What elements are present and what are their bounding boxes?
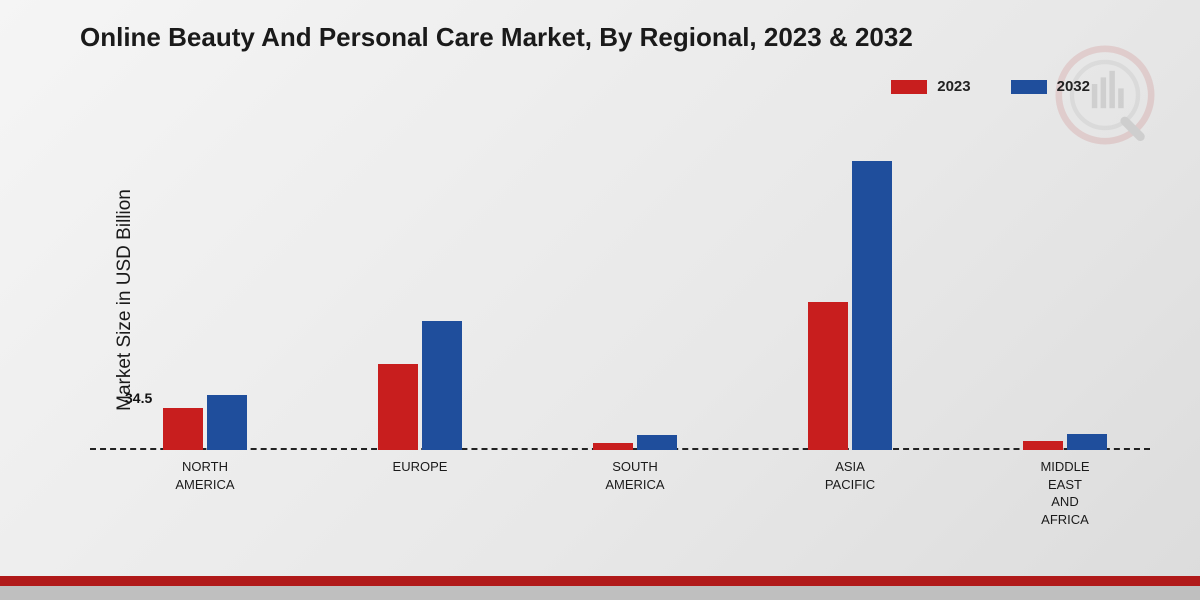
x-axis-label: ASIA PACIFIC — [790, 458, 910, 493]
bar-group — [1005, 130, 1125, 450]
legend-label-2032: 2032 — [1057, 78, 1090, 95]
x-axis-label: MIDDLE EAST AND AFRICA — [1005, 458, 1125, 528]
bar-2032 — [422, 321, 462, 450]
bar-2032 — [1067, 434, 1107, 450]
bar-group — [575, 130, 695, 450]
bar-2023 — [1023, 441, 1063, 450]
x-axis-label: SOUTH AMERICA — [575, 458, 695, 493]
x-axis-label: NORTH AMERICA — [145, 458, 265, 493]
chart-page: Online Beauty And Personal Care Market, … — [0, 0, 1200, 600]
bar-2023 — [163, 408, 203, 450]
legend-item-2023: 2023 — [891, 78, 970, 95]
bar-2023 — [593, 443, 633, 450]
footer-grey-bar — [0, 586, 1200, 600]
bar-2032 — [207, 395, 247, 450]
bar-2032 — [852, 161, 892, 450]
bar-value-label: 34.5 — [125, 390, 152, 406]
x-axis-label: EUROPE — [360, 458, 480, 476]
bar-2023 — [378, 364, 418, 450]
chart-title: Online Beauty And Personal Care Market, … — [80, 22, 913, 53]
legend: 2023 2032 — [891, 78, 1090, 95]
bar-group — [790, 130, 910, 450]
footer-accent-bar — [0, 576, 1200, 586]
bar-2023 — [808, 302, 848, 450]
legend-swatch-2023 — [891, 80, 927, 94]
plot-area: 34.5 — [90, 130, 1150, 450]
bar-2032 — [637, 435, 677, 450]
legend-label-2023: 2023 — [937, 78, 970, 95]
legend-swatch-2032 — [1011, 80, 1047, 94]
bar-group: 34.5 — [145, 130, 265, 450]
legend-item-2032: 2032 — [1011, 78, 1090, 95]
bar-group — [360, 130, 480, 450]
